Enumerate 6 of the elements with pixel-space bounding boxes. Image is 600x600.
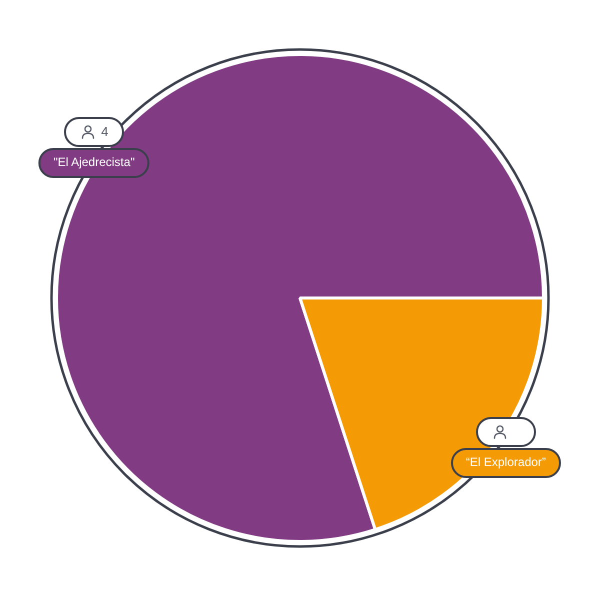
label-badge: “El Explorador” (450, 448, 561, 478)
count-badge: 4 (64, 117, 124, 148)
slice-label: “El Explorador” (466, 454, 546, 469)
slice-label: "El Ajedrecista" (53, 155, 135, 170)
label-badge: "El Ajedrecista" (38, 148, 150, 178)
data-label: 4 (101, 123, 108, 142)
